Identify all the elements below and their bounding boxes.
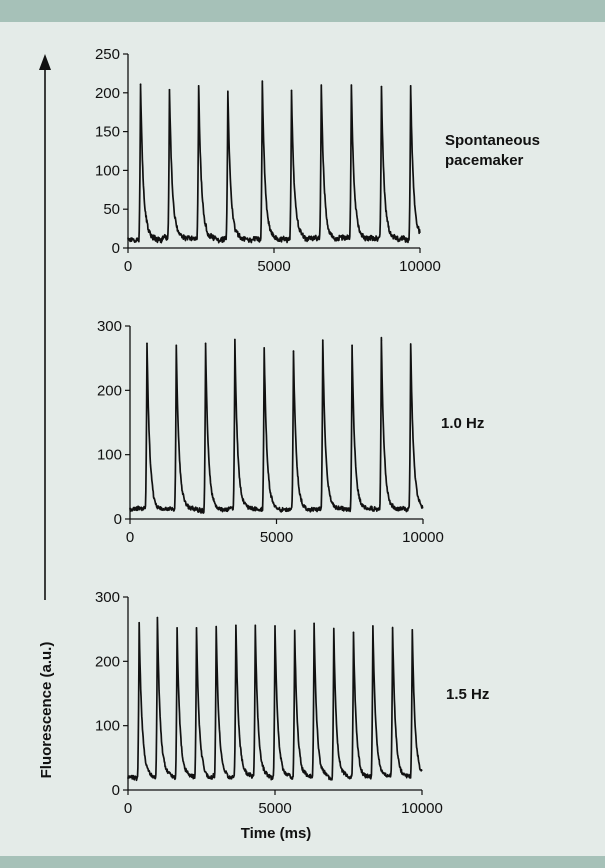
y-tick-label: 300 bbox=[97, 318, 122, 335]
spike-peak bbox=[290, 89, 293, 92]
y-tick-label: 200 bbox=[95, 653, 120, 670]
spike-peak bbox=[139, 83, 142, 86]
spike-peak bbox=[176, 627, 178, 629]
panel-1-0-hz: 0 100 200 300 0 5000 10000 1.0 Hz bbox=[97, 318, 484, 546]
spike-peak bbox=[352, 631, 355, 634]
fluorescence-trace bbox=[127, 616, 423, 782]
spike-peak bbox=[197, 85, 200, 87]
y-tick-label: 100 bbox=[95, 718, 120, 735]
spike-peak bbox=[215, 625, 217, 628]
y-tick-label: 100 bbox=[95, 162, 120, 179]
spike-peak bbox=[391, 627, 394, 630]
y-tick-label: 0 bbox=[112, 782, 120, 799]
panel-label: Spontaneous bbox=[445, 132, 540, 149]
spike-peak bbox=[175, 344, 178, 347]
spike-peak bbox=[350, 84, 353, 86]
spike-peak bbox=[254, 624, 257, 627]
spike-peak bbox=[313, 622, 315, 625]
spike-peak bbox=[263, 347, 265, 349]
fluorescence-trace bbox=[129, 336, 424, 514]
spike-peak bbox=[195, 627, 198, 629]
y-tick-label: 100 bbox=[97, 447, 122, 464]
spike-peak bbox=[274, 625, 276, 627]
spike-peak bbox=[321, 339, 324, 341]
fluorescence-trace bbox=[127, 80, 421, 244]
panel-label: 1.0 Hz bbox=[441, 415, 484, 432]
x-tick-label: 10000 bbox=[402, 529, 444, 546]
x-tick-label: 0 bbox=[124, 258, 132, 275]
spike-peak bbox=[146, 342, 148, 345]
panel-1-5-hz: 0 100 200 300 0 5000 10000 1.5 Hz bbox=[95, 589, 489, 817]
y-axis-arrow-head bbox=[39, 54, 51, 70]
spike-peak bbox=[409, 343, 412, 345]
spike-peak bbox=[204, 342, 207, 345]
y-tick-label: 200 bbox=[95, 85, 120, 102]
spike-peak bbox=[234, 338, 236, 341]
y-tick-label: 0 bbox=[112, 240, 120, 257]
y-tick-label: 200 bbox=[97, 382, 122, 399]
spike-peak bbox=[138, 621, 140, 624]
x-tick-label: 10000 bbox=[401, 800, 443, 817]
spike-peak bbox=[156, 616, 159, 619]
x-tick-label: 10000 bbox=[399, 258, 441, 275]
spike-peak bbox=[293, 629, 296, 632]
y-axis-title: Fluorescence (a.u.) bbox=[38, 642, 55, 779]
x-axis-title: Time (ms) bbox=[241, 825, 312, 842]
top-band bbox=[0, 0, 605, 22]
spike-peak bbox=[372, 625, 374, 627]
x-tick-label: 5000 bbox=[257, 258, 290, 275]
spike-peak bbox=[380, 85, 383, 88]
spike-peak bbox=[409, 85, 412, 87]
x-tick-label: 5000 bbox=[258, 800, 291, 817]
panel-label: 1.5 Hz bbox=[446, 686, 489, 703]
y-tick-label: 300 bbox=[95, 589, 120, 606]
spike-peak bbox=[292, 350, 295, 352]
spike-peak bbox=[227, 92, 229, 94]
x-tick-label: 0 bbox=[124, 800, 132, 817]
y-tick-label: 50 bbox=[103, 201, 120, 218]
spike-peak bbox=[380, 339, 383, 341]
spike-peak bbox=[333, 627, 335, 630]
spike-peak bbox=[351, 344, 353, 347]
spike-peak bbox=[235, 624, 237, 627]
spike-peak bbox=[320, 84, 323, 86]
bottom-band bbox=[0, 856, 605, 868]
y-tick-label: 0 bbox=[114, 511, 122, 528]
y-tick-label: 150 bbox=[95, 124, 120, 141]
spike-peak bbox=[168, 88, 171, 91]
spike-peak bbox=[411, 629, 414, 631]
x-tick-label: 0 bbox=[126, 529, 134, 546]
x-tick-label: 5000 bbox=[260, 529, 293, 546]
y-tick-label: 250 bbox=[95, 46, 120, 63]
spike-peak bbox=[261, 80, 264, 82]
panel-spontaneous: 0 50 100 150 200 250 0 5000 10000 Spontaneous pace… bbox=[95, 46, 540, 275]
panel-label: pacemaker bbox=[445, 152, 524, 169]
